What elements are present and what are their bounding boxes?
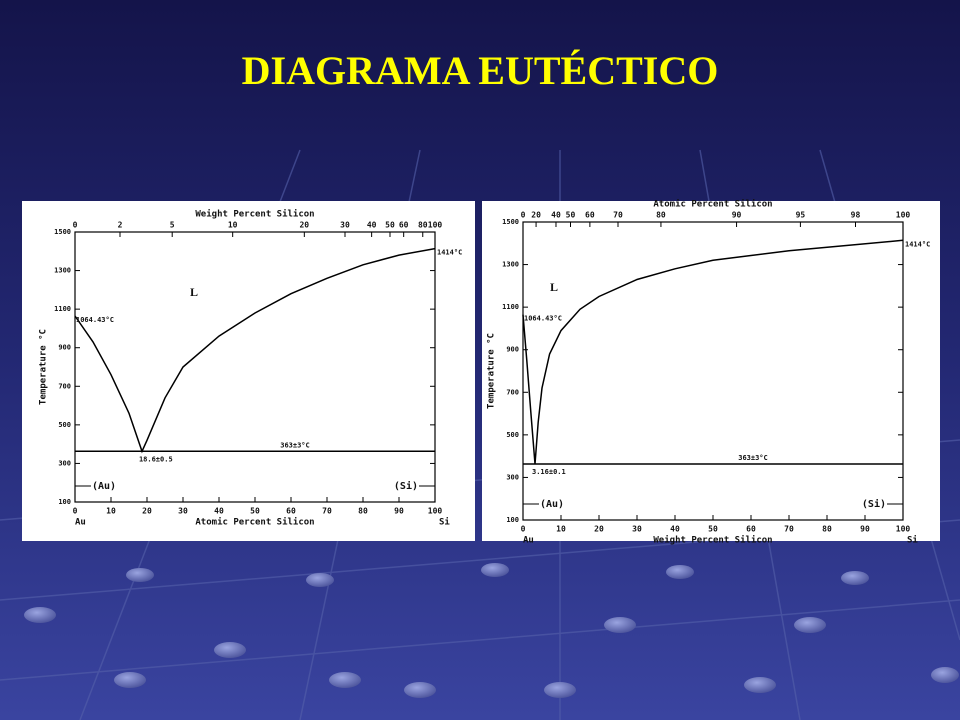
y-tick-label: 900 <box>58 344 71 352</box>
x2-tick-label: 40 <box>551 211 561 220</box>
x2-tick-label: 2 <box>118 221 123 230</box>
y-tick-label: 1100 <box>54 305 71 313</box>
x-tick-label: 60 <box>746 525 756 534</box>
y-axis-label: Temperature °C <box>39 329 49 405</box>
eutectic-composition-label: 18.6±0.5 <box>139 455 173 463</box>
y-tick-label: 700 <box>58 382 71 390</box>
x2-tick-label: 100 <box>896 211 911 220</box>
left-solid-label: (Au) <box>92 481 116 492</box>
x2-tick-label: 20 <box>531 211 541 220</box>
x2-tick-label: 60 <box>399 221 409 230</box>
x2-tick-label: 80 <box>418 221 428 230</box>
left-element-label: Au <box>523 536 534 546</box>
x2-tick-label: 95 <box>796 211 806 220</box>
x-tick-label: 30 <box>178 507 188 516</box>
x2-tick-label: 30 <box>340 221 350 230</box>
y-tick-label: 100 <box>58 498 71 506</box>
x2-tick-label: 60 <box>585 211 595 220</box>
phase-label: L <box>190 285 198 299</box>
x2-tick-label: 70 <box>613 211 623 220</box>
x-axis-label: Weight Percent Silicon <box>653 535 772 546</box>
x2-tick-label: 5 <box>170 221 175 230</box>
right-solid-label: (Si) <box>862 498 886 510</box>
x-tick-label: 60 <box>286 507 296 516</box>
eutectic-composition-label: 3.16±0.1 <box>532 468 566 476</box>
y-tick-label: 1100 <box>502 303 519 311</box>
melting-point-label: 1414°C <box>905 240 930 248</box>
y-tick-label: 1500 <box>54 228 71 236</box>
x-tick-label: 100 <box>428 507 443 516</box>
x2-axis-label: Atomic Percent Silicon <box>653 199 772 210</box>
melting-point-label: 1414°C <box>437 249 462 257</box>
x-tick-label: 10 <box>106 507 116 516</box>
y-tick-label: 700 <box>506 388 519 396</box>
x-tick-label: 100 <box>896 525 911 534</box>
decor-balls <box>24 563 959 698</box>
chart-panel <box>482 201 940 541</box>
right-solid-label: (Si) <box>394 480 418 492</box>
right-element-label: Si <box>439 517 450 528</box>
x-tick-label: 90 <box>394 507 404 516</box>
y-tick-label: 1500 <box>502 218 519 226</box>
eutectic-temp-label: 363±3°C <box>738 454 768 462</box>
y-tick-label: 1300 <box>54 267 71 275</box>
x2-tick-label: 50 <box>566 211 576 220</box>
x2-tick-label: 50 <box>385 221 395 230</box>
x2-tick-label: 40 <box>367 221 377 230</box>
left-element-label: Au <box>75 518 86 528</box>
y-tick-label: 100 <box>506 516 519 524</box>
x-tick-label: 0 <box>521 525 526 534</box>
y-axis-label: Temperature °C <box>487 333 497 409</box>
y-tick-label: 300 <box>506 473 519 481</box>
x-tick-label: 20 <box>594 525 604 534</box>
x-axis-label: Atomic Percent Silicon <box>195 517 314 528</box>
x-tick-label: 70 <box>784 525 794 534</box>
x2-tick-label: 90 <box>732 211 742 220</box>
slide-title: DIAGRAMA EUTÉCTICO <box>242 48 719 93</box>
x-tick-label: 40 <box>214 507 224 516</box>
right-element-label: Si <box>907 535 918 546</box>
liquidus-line <box>522 239 904 465</box>
x-tick-label: 80 <box>822 525 832 534</box>
x-tick-label: 10 <box>556 525 566 534</box>
eutectic-temp-label: 363±3°C <box>280 441 310 449</box>
x-tick-label: 80 <box>358 507 368 516</box>
x-tick-label: 20 <box>142 507 152 516</box>
x2-tick-label: 10 <box>228 221 238 230</box>
y-tick-label: 300 <box>58 459 71 467</box>
x-tick-label: 50 <box>250 507 260 516</box>
x2-tick-label: 100 <box>428 221 443 230</box>
y-tick-label: 900 <box>506 346 519 354</box>
x2-tick-label: 80 <box>656 211 666 220</box>
x2-axis-label: Weight Percent Silicon <box>195 209 314 220</box>
y-tick-label: 1300 <box>502 261 519 269</box>
x2-tick-label: 98 <box>851 211 861 220</box>
x-tick-label: 30 <box>632 525 642 534</box>
x-tick-label: 90 <box>860 525 870 534</box>
y-tick-label: 500 <box>506 431 519 439</box>
x2-tick-label: 0 <box>521 211 526 220</box>
x-tick-label: 50 <box>708 525 718 534</box>
liquidus-line <box>74 247 436 454</box>
x-tick-label: 70 <box>322 507 332 516</box>
left-solid-label: (Au) <box>540 499 564 510</box>
x-tick-label: 40 <box>670 525 680 534</box>
phase-label: L <box>550 280 558 294</box>
x-tick-label: 0 <box>73 507 78 516</box>
chart-panel <box>22 201 475 541</box>
melting-point-label: 1064.43°C <box>76 316 114 324</box>
x2-tick-label: 20 <box>299 221 309 230</box>
melting-point-label: 1064.43°C <box>524 315 562 323</box>
y-tick-label: 500 <box>58 421 71 429</box>
x2-tick-label: 0 <box>73 221 78 230</box>
